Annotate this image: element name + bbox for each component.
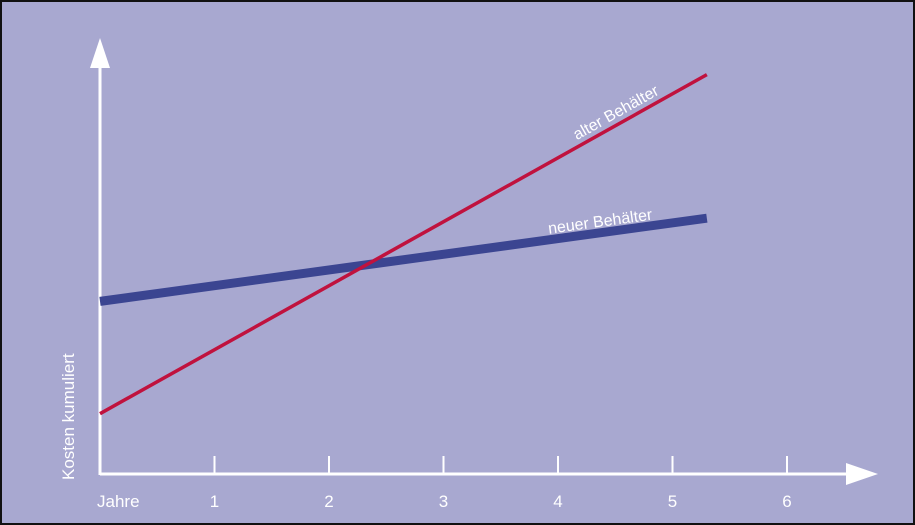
series-label: alter Behälter	[571, 82, 663, 144]
x-tick-label: 5	[668, 492, 677, 511]
y-axis-arrowhead	[90, 38, 110, 68]
x-tick-label: 6	[782, 492, 791, 511]
series-lines	[99, 73, 708, 416]
x-tick-label: 1	[210, 492, 219, 511]
axes	[90, 38, 878, 485]
x-tick-label: 4	[553, 492, 562, 511]
x-tick-label: 2	[324, 492, 333, 511]
y-axis-title: Kosten kumuliert	[59, 353, 78, 480]
x-axis-title: Jahre	[97, 492, 140, 511]
series-line-neuer-behaelter	[99, 213, 708, 306]
x-ticks: 1 2 3 4 5 6	[210, 456, 792, 511]
x-tick-label: 3	[439, 492, 448, 511]
series-line-alter-behaelter	[99, 73, 708, 416]
x-axis-arrowhead	[846, 463, 878, 485]
